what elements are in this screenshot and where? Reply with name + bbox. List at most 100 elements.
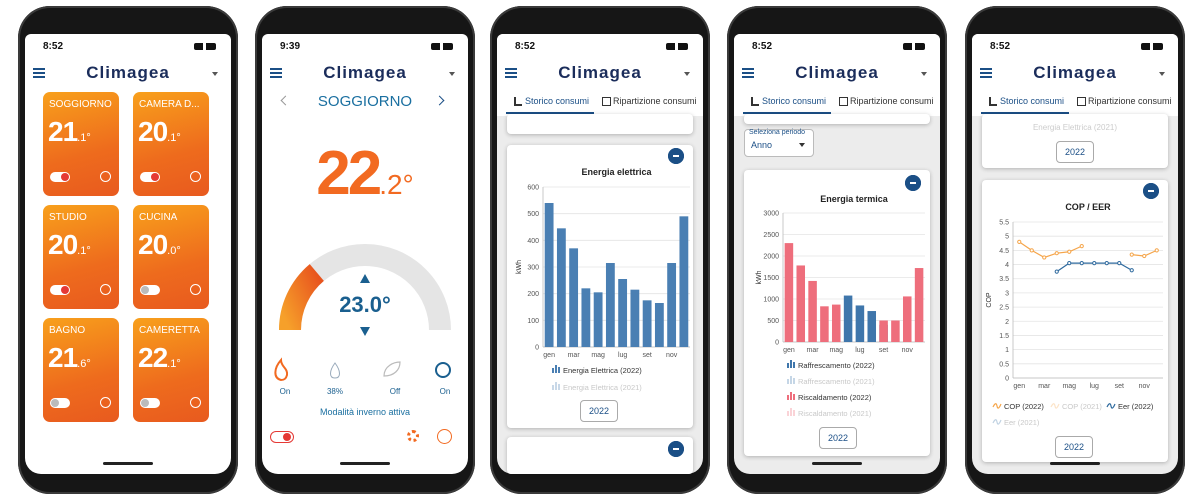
heating-icon [274, 357, 289, 382]
dropdown-caret[interactable] [1159, 72, 1165, 76]
dropdown-caret[interactable] [449, 72, 455, 76]
tab[interactable]: Ripartizione consumi [613, 96, 697, 106]
point [1104, 261, 1109, 266]
dropdown-caret[interactable] [212, 72, 218, 76]
year-button[interactable]: 2022 [1055, 436, 1093, 458]
x-tick-label: lug [618, 352, 627, 359]
menu-icon-line[interactable] [270, 72, 282, 74]
schedule-icon[interactable] [190, 284, 201, 295]
schedule-icon[interactable] [100, 397, 111, 408]
chart-title: COP / EER [1065, 202, 1111, 212]
y-tick-label: 4 [1005, 262, 1009, 269]
room-tile[interactable]: BAGNO 21.6° [43, 318, 119, 422]
temperature-integer: 20 [138, 229, 168, 260]
schedule-icon[interactable] [190, 171, 201, 182]
point [1129, 268, 1134, 273]
bar [891, 320, 900, 342]
x-tick-label: lug [855, 347, 864, 354]
toggle[interactable] [140, 285, 160, 295]
line [1018, 241, 1082, 259]
temperature-integer: 20 [138, 116, 168, 147]
schedule-icon[interactable] [100, 171, 111, 182]
menu-icon-line[interactable] [980, 72, 992, 74]
room-name: STUDIO [49, 212, 87, 223]
menu-icon-line[interactable] [270, 68, 282, 70]
fan-speed-icon[interactable] [407, 430, 419, 442]
decrease-button[interactable] [360, 327, 370, 336]
menu-icon-line[interactable] [33, 68, 45, 70]
dropdown-caret[interactable] [921, 72, 927, 76]
toggle[interactable] [270, 431, 294, 443]
bar [855, 305, 865, 342]
menu-icon-line[interactable] [980, 76, 992, 78]
menu-icon-line[interactable] [33, 72, 45, 74]
room-temperature: 20.1° [48, 229, 91, 261]
menu-icon-line[interactable] [505, 76, 517, 78]
toggle[interactable] [50, 398, 70, 408]
menu-icon-line[interactable] [505, 72, 517, 74]
y-tick-label: 0.5 [999, 361, 1009, 368]
y-tick-label: 3.5 [999, 276, 1009, 283]
room-tile[interactable]: CAMERETTA 22.1° [133, 318, 209, 422]
tab[interactable]: Storico consumi [762, 96, 827, 106]
point [1079, 261, 1084, 266]
room-tile[interactable]: CUCINA 20.0° [133, 205, 209, 309]
increase-button[interactable] [360, 274, 370, 283]
legend-swatch [790, 392, 792, 400]
legend-label: Energia Elettrica (2021) [563, 383, 642, 392]
year-button[interactable]: 2022 [819, 427, 857, 449]
collapse-button[interactable] [905, 175, 921, 191]
toggle[interactable] [140, 172, 160, 182]
year-button[interactable]: 2022 [1056, 141, 1094, 163]
mode-icons [274, 357, 451, 382]
menu-icon-line[interactable] [270, 76, 282, 78]
legend-swatch [793, 394, 795, 400]
y-axis-title: kWh [516, 260, 523, 274]
menu-icon-line[interactable] [742, 76, 754, 78]
bar [569, 248, 579, 347]
collapse-button[interactable] [1143, 183, 1159, 199]
legend-label: Energia Elettrica (2022) [563, 366, 642, 375]
y-tick-label: 600 [527, 185, 539, 192]
schedule-icon[interactable] [437, 429, 452, 444]
tab[interactable]: Ripartizione consumi [850, 96, 934, 106]
status-icons [903, 43, 925, 50]
menu-icon-line[interactable] [742, 68, 754, 70]
app-title: Climagea [558, 63, 642, 82]
toggle[interactable] [50, 172, 70, 182]
toggle[interactable] [50, 285, 70, 295]
collapse-button[interactable] [668, 148, 684, 164]
room-name: BAGNO [49, 325, 86, 336]
room-tile[interactable]: SOGGIORNO 21.1° [43, 92, 119, 196]
card [507, 145, 693, 428]
y-tick-label: 2.5 [999, 305, 1009, 312]
tab[interactable]: Ripartizione consumi [1088, 96, 1172, 106]
legend-swatch [790, 408, 792, 416]
mode-label: On [439, 387, 451, 396]
year-button[interactable]: 2022 [580, 400, 618, 422]
x-tick-label: nov [666, 352, 678, 359]
room-tile[interactable]: STUDIO 20.1° [43, 205, 119, 309]
legend-swatch [552, 385, 554, 390]
bar [820, 306, 829, 342]
tab-icon [839, 97, 848, 106]
tab[interactable]: Storico consumi [1000, 96, 1065, 106]
schedule-icon[interactable] [190, 397, 201, 408]
tab[interactable]: Storico consumi [525, 96, 590, 106]
legend-swatch [793, 378, 795, 384]
y-tick-label: 2 [1005, 319, 1009, 326]
menu-icon-line[interactable] [742, 72, 754, 74]
temperature-decimal: .1° [167, 358, 181, 370]
legend-swatch [793, 362, 795, 368]
room-tile[interactable]: CAMERA D... 20.1° [133, 92, 209, 196]
menu-icon-line[interactable] [980, 68, 992, 70]
schedule-icon[interactable] [100, 284, 111, 295]
bar [654, 303, 664, 347]
collapse-button[interactable] [668, 441, 684, 457]
y-tick-label: 4.5 [999, 248, 1009, 255]
menu-icon-line[interactable] [33, 76, 45, 78]
y-tick-label: 3 [1005, 290, 1009, 297]
toggle[interactable] [140, 398, 160, 408]
menu-icon-line[interactable] [505, 68, 517, 70]
dropdown-caret[interactable] [684, 72, 690, 76]
